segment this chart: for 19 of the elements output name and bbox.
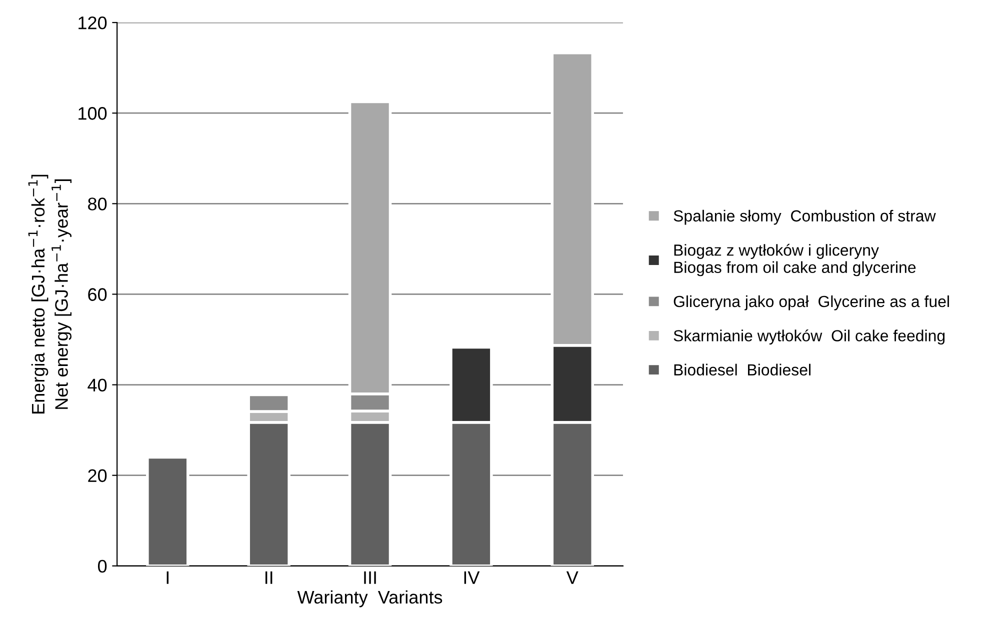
x-axis-title: Warianty Variants xyxy=(297,590,442,608)
legend-label: Spalanie słomy Combustion of straw xyxy=(674,210,936,225)
x-tick-label: IV xyxy=(464,571,480,584)
y-tick-label: 80 xyxy=(88,198,107,210)
y-tick-label: 100 xyxy=(78,107,107,120)
x-tick-label: V xyxy=(566,571,578,584)
y-tick-label: 60 xyxy=(88,288,107,301)
y-tick-label: 20 xyxy=(88,469,107,482)
y-tick-label: 40 xyxy=(88,378,107,392)
legend-label: Biodiesel Biodiesel xyxy=(674,364,810,376)
y-tick-label: 120 xyxy=(78,16,107,30)
legend-label: Biogaz z wytłoków i gliceryny Biogas from oil cake and glycerine xyxy=(674,244,916,276)
text: Energia netto [GJ·ha$^{−1}$·rok$^{−1}$] Net energy [GJ·ha$^{−1}$·year$^{−1}$] xyxy=(28,174,72,414)
x-tick-label: I xyxy=(166,571,168,584)
x-tick-label: III xyxy=(364,571,376,584)
legend-label: Gliceryna jako opał Glycerine as a fuel xyxy=(674,295,949,310)
legend-label: Skarmianie wytłoków Oil cake feeding xyxy=(674,329,945,345)
x-tick-label: II xyxy=(265,571,272,584)
y-tick-label: 0 xyxy=(98,560,107,573)
